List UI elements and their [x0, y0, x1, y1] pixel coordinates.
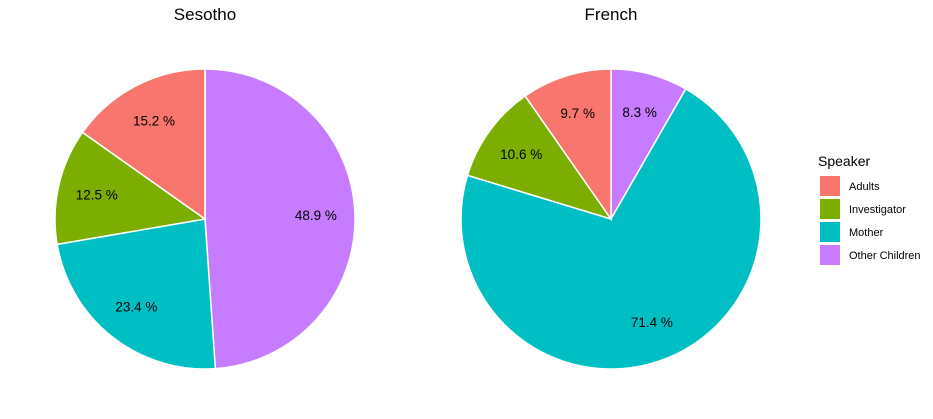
legend-label-adults: Adults: [849, 181, 880, 193]
slice-label-sesotho-other-children: 48.9 %: [295, 208, 337, 223]
pie-french: French 8.3 % 71.4 % 10.6 % 9.7 %: [460, 5, 762, 370]
slice-label-french-other-children: 8.3 %: [622, 105, 657, 120]
pie-slice-french-mother: [460, 87, 762, 370]
legend: Speaker Adults Investigator Mother Other Ch…: [818, 153, 921, 265]
legend-swatch-investigator: [820, 199, 840, 219]
pie-slices-french: 8.3 % 71.4 % 10.6 % 9.7 %: [460, 68, 762, 370]
pie-slice-french-investigator: [466, 94, 613, 221]
legend-swatch-mother: [820, 222, 840, 242]
pie-slice-french-adults: [524, 68, 612, 222]
slice-label-french-mother: 71.4 %: [631, 315, 673, 330]
legend-title: Speaker: [818, 153, 870, 169]
slice-label-french-adults: 9.7 %: [560, 106, 595, 121]
legend-label-other-children: Other Children: [849, 250, 921, 262]
pie-slice-sesotho-other-children: [204, 68, 356, 370]
pie-sesotho: Sesotho 48.9 % 23.4 % 12.5 % 15.2 %: [54, 5, 356, 370]
slice-label-sesotho-mother: 23.4 %: [115, 299, 157, 314]
legend-label-mother: Mother: [849, 227, 884, 239]
pie-slices-sesotho: 48.9 % 23.4 % 12.5 % 15.2 %: [54, 68, 356, 370]
slice-label-sesotho-adults: 15.2 %: [133, 113, 175, 128]
slice-label-french-investigator: 10.6 %: [500, 147, 542, 162]
legend-swatch-adults: [820, 176, 840, 196]
legend-label-investigator: Investigator: [849, 204, 906, 216]
legend-items: Adults Investigator Mother Other Children: [820, 176, 921, 265]
pie-title-sesotho: Sesotho: [174, 5, 236, 24]
pie-slice-sesotho-investigator: [54, 131, 207, 246]
pie-title-french: French: [585, 5, 638, 24]
pie-slice-sesotho-mother: [56, 218, 217, 370]
legend-swatch-other-children: [820, 245, 840, 265]
slice-label-sesotho-investigator: 12.5 %: [76, 187, 118, 202]
pie-slice-sesotho-adults: [81, 68, 206, 221]
